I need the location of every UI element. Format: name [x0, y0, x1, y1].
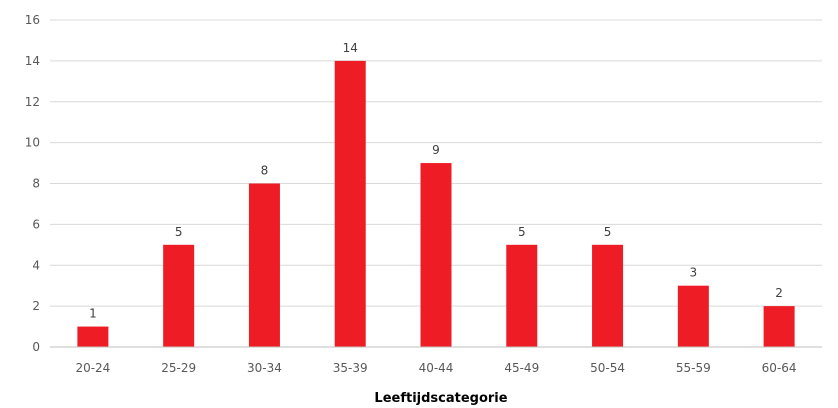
data-label: 8: [261, 164, 269, 178]
data-label: 5: [175, 225, 183, 239]
bar-40-44: [420, 163, 452, 347]
x-tick-label: 35-39: [333, 361, 368, 375]
y-tick-label: 12: [25, 95, 40, 109]
bar-45-49: [506, 244, 538, 347]
y-tick-label: 2: [32, 299, 40, 313]
x-axis-ticks: 20-24 25-29 30-34 35-39 40-44 45-49 50-54 55-59…: [75, 361, 796, 375]
bar-50-54: [592, 244, 624, 347]
data-label: 9: [432, 143, 440, 157]
x-tick-label: 25-29: [161, 361, 196, 375]
bar-25-29: [163, 244, 195, 347]
bar-60-64: [763, 306, 795, 347]
x-tick-label: 60-64: [762, 361, 797, 375]
data-label: 1: [89, 307, 97, 321]
y-tick-label: 10: [25, 136, 40, 150]
x-tick-label: 50-54: [590, 361, 625, 375]
y-tick-label: 4: [32, 258, 40, 272]
bar-35-39: [334, 60, 366, 347]
data-label: 14: [343, 41, 358, 55]
x-tick-label: 45-49: [504, 361, 539, 375]
data-labels: 1 5 8 14 9 5 5 3 2: [89, 41, 783, 321]
bar-55-59: [677, 285, 709, 347]
x-axis-title: Leeftijdscategorie: [374, 391, 507, 406]
data-label: 5: [604, 225, 612, 239]
data-label: 3: [690, 266, 698, 280]
y-tick-label: 6: [32, 217, 40, 231]
bars: [77, 60, 795, 347]
y-axis-ticks: 0 2 4 6 8 10 12 14 16: [25, 13, 40, 354]
y-tick-label: 14: [25, 54, 40, 68]
y-tick-label: 16: [25, 13, 40, 27]
bar-20-24: [77, 326, 109, 347]
x-tick-label: 20-24: [75, 361, 110, 375]
data-label: 2: [775, 286, 783, 300]
bar-30-34: [248, 183, 280, 347]
x-tick-label: 55-59: [676, 361, 711, 375]
data-label: 5: [518, 225, 526, 239]
y-tick-label: 8: [32, 177, 40, 191]
x-tick-label: 30-34: [247, 361, 282, 375]
x-tick-label: 40-44: [419, 361, 454, 375]
y-tick-label: 0: [32, 340, 40, 354]
